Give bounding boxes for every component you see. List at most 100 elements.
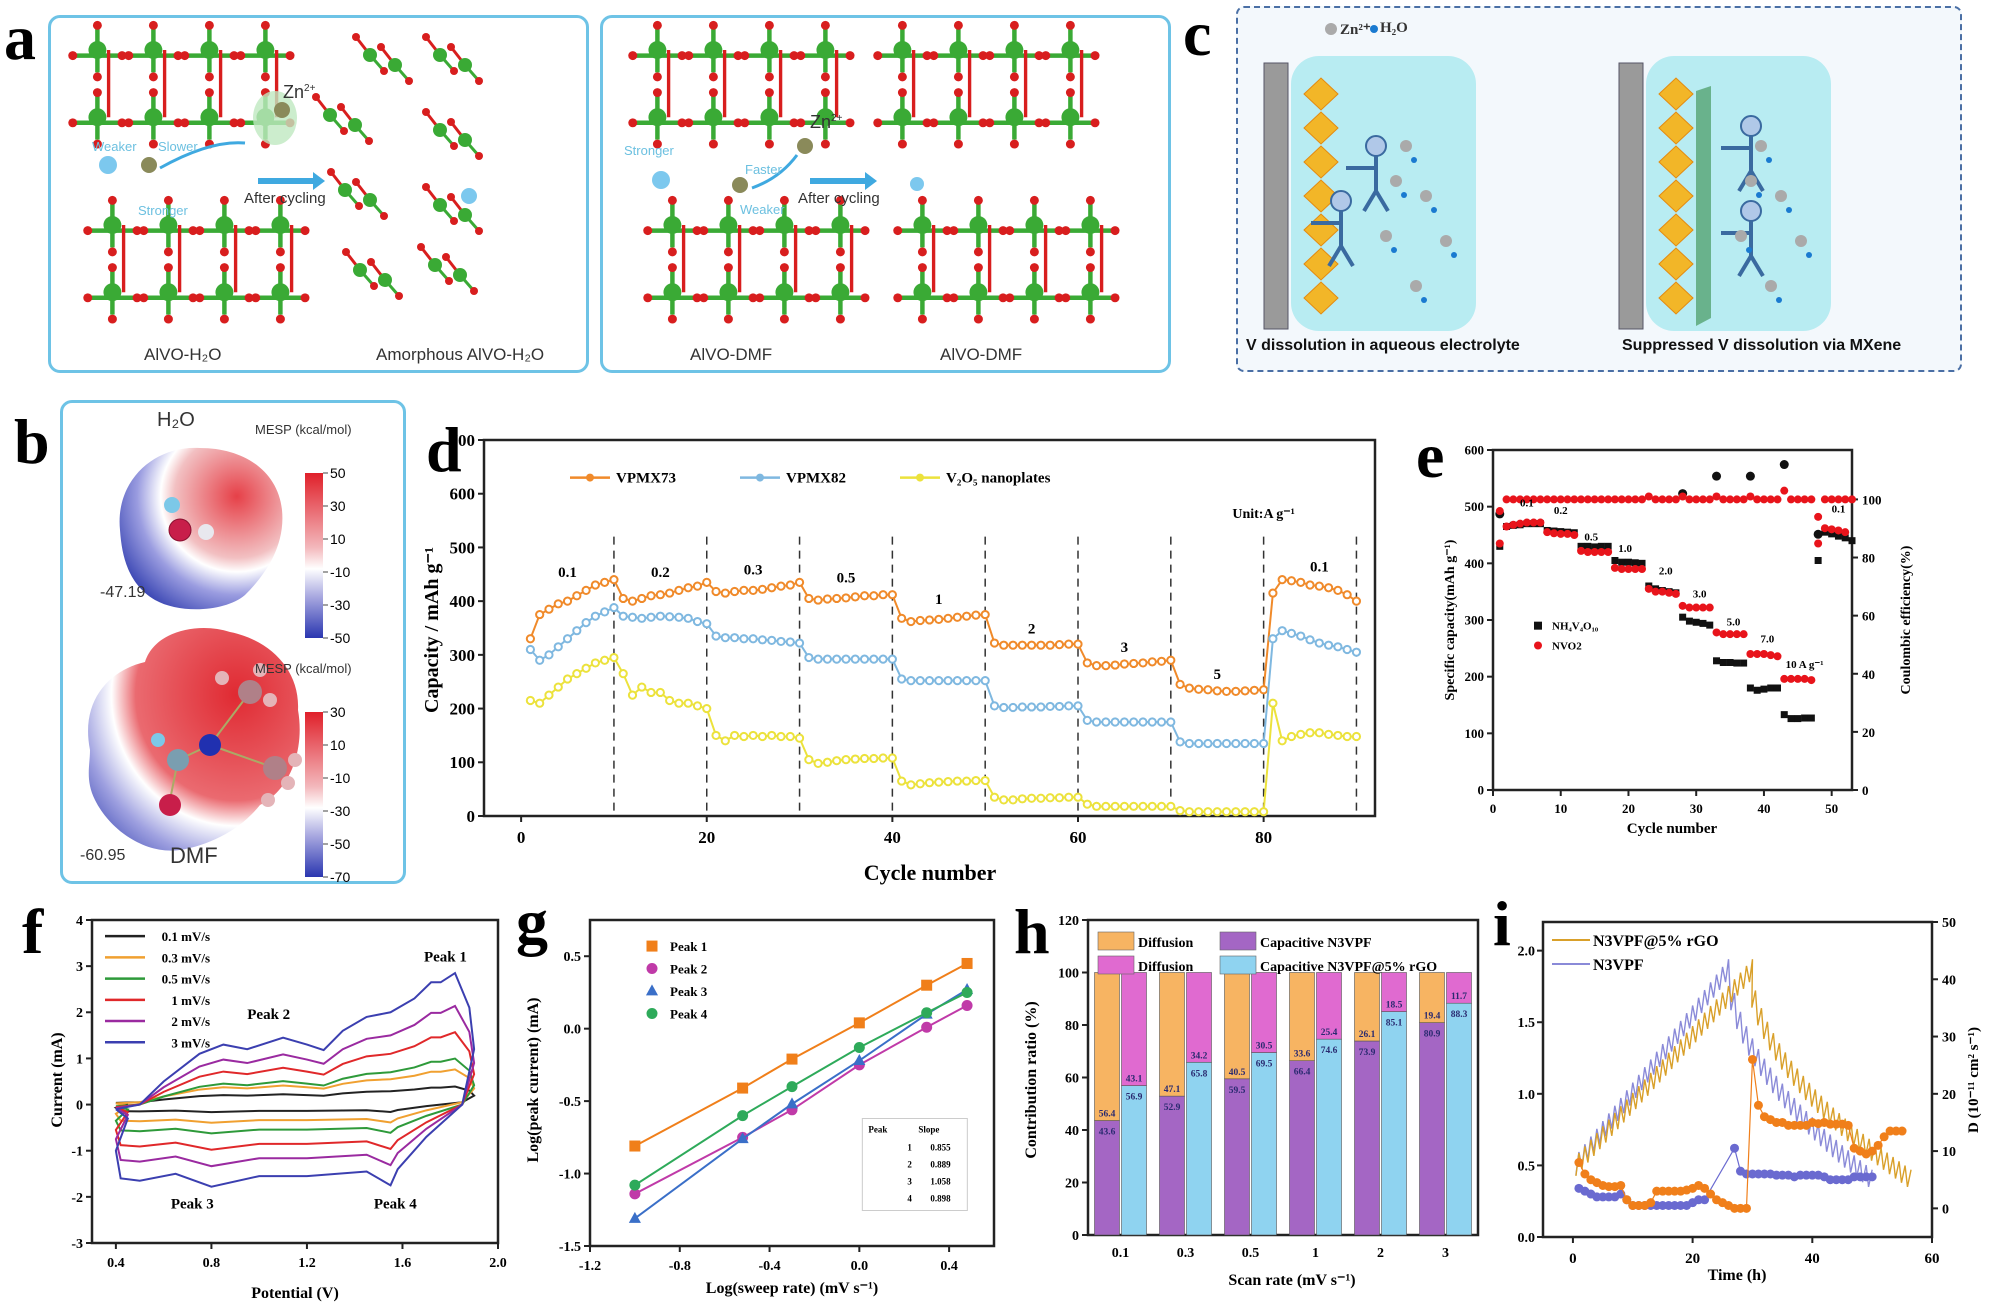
v-atom	[663, 283, 682, 302]
slope-table-value: 0.898	[930, 1193, 951, 1203]
dmf-title: DMF	[170, 843, 218, 868]
o-atom	[1085, 195, 1095, 205]
o-atom	[708, 139, 718, 149]
capacity-point	[1618, 558, 1626, 566]
o-atom	[917, 195, 927, 205]
vanadium-octahedron	[1658, 247, 1694, 281]
o-atom	[92, 72, 102, 82]
v-atom	[1081, 216, 1100, 234]
capacity-point	[1536, 518, 1545, 527]
data-point	[999, 795, 1009, 805]
data-point	[1221, 807, 1232, 817]
o-atom	[723, 195, 733, 205]
o-atom	[949, 226, 959, 236]
efficiency-point	[1813, 529, 1823, 539]
cv-curve	[114, 1057, 476, 1135]
data-point	[1342, 731, 1352, 742]
efficiency-point	[1583, 495, 1592, 504]
dmf-methyl-h	[281, 776, 295, 790]
y-tick-label: -1	[71, 1145, 83, 1160]
efficiency-point	[1759, 495, 1768, 504]
o-atom	[173, 118, 183, 128]
v-atom	[200, 108, 219, 127]
data-point	[1184, 683, 1194, 693]
electrolyte	[1291, 56, 1476, 331]
efficiency-point	[1644, 492, 1653, 501]
data-point	[629, 1179, 641, 1191]
slope-table-peak: 1	[907, 1142, 912, 1152]
cv-curve	[114, 1031, 476, 1151]
colorbar-tick-label: 10	[330, 531, 346, 547]
o-atom	[779, 195, 789, 205]
efficiency-point	[1556, 495, 1565, 504]
o-atom	[92, 88, 102, 98]
efficiency-point	[1841, 495, 1850, 504]
data-point	[1156, 801, 1167, 811]
o-atom	[1110, 293, 1120, 303]
slope-table-header: Slope	[918, 1124, 939, 1134]
o-atom	[1065, 72, 1075, 82]
o-atom	[740, 51, 750, 61]
water-molecule	[1806, 252, 1812, 258]
water-molecule	[1421, 297, 1427, 303]
x-tick-label: 2	[1377, 1246, 1384, 1261]
stick-figure-head	[1330, 190, 1352, 212]
o-atom	[163, 247, 173, 257]
data-point	[1249, 738, 1259, 749]
o-atom	[860, 293, 870, 303]
o-atom	[1009, 72, 1019, 82]
data-point	[853, 1042, 865, 1054]
v-atom	[893, 108, 912, 127]
y-tick-label: -0.5	[559, 1095, 581, 1110]
o-atom	[723, 263, 733, 273]
panel-a-left-frame	[48, 15, 589, 373]
colorbar-tick-label: 30	[330, 498, 346, 514]
panel-b-mesp-maps: 50 30 10 -10 -30 -50 30 10 -10 -30 -50 -70	[88, 447, 350, 884]
data-point	[767, 583, 777, 593]
v-atom	[1025, 216, 1044, 234]
o-atom	[835, 195, 845, 205]
capacity-point	[1685, 603, 1694, 612]
o-atom	[352, 178, 360, 186]
o-atom	[107, 314, 117, 324]
data-point	[1017, 640, 1027, 650]
panel-a-dmf-after-cycling-label: After cycling	[798, 190, 880, 207]
data-point	[1008, 795, 1018, 805]
vanadate-layer	[83, 195, 310, 324]
y-tick-label: 300	[450, 646, 476, 665]
data-point	[618, 669, 628, 679]
v-atom	[775, 283, 794, 302]
data-point	[609, 652, 619, 663]
y-tick-label: 0.0	[564, 1023, 582, 1038]
capacitive-value-label: 43.6	[1099, 1128, 1116, 1138]
mxene-layer	[1696, 86, 1711, 326]
efficiency-point	[1800, 495, 1809, 504]
o-atom	[973, 314, 983, 324]
y2-axis-label: D (10⁻¹¹ cm² s⁻¹)	[1966, 1027, 1982, 1133]
y-tick-label: 400	[1465, 556, 1485, 571]
y2-tick-label: 80	[1862, 551, 1875, 566]
o-atom	[124, 118, 134, 128]
efficiency-point	[1685, 495, 1694, 504]
stick-figure-leg	[1327, 244, 1343, 268]
capacity-point	[1712, 628, 1721, 637]
diffusion-value-label: 33.6	[1294, 1050, 1311, 1060]
legend-swatch	[1219, 955, 1257, 975]
data-point	[1054, 793, 1065, 803]
diffusivity-point	[1730, 1143, 1740, 1153]
o-atom	[953, 72, 963, 82]
h2o-atom-o	[168, 518, 192, 542]
v-atom	[428, 258, 442, 272]
vanadate-layer	[893, 195, 1120, 324]
capacity-point	[1814, 539, 1823, 548]
capacitive-value-label: 65.8	[1191, 1069, 1208, 1079]
o-atom	[342, 248, 350, 256]
o-atom	[684, 51, 694, 61]
data-point	[692, 701, 703, 711]
data-point	[1268, 588, 1278, 598]
legend-label: 0.1 mV/s	[162, 929, 210, 944]
diffusivity-point	[1616, 1180, 1626, 1190]
peak-annotation: Peak 4	[374, 1196, 417, 1212]
data-point	[1184, 738, 1194, 749]
chart-h-contribution: 0 20 40 60 80 100 120 Contribution ratio (%) Sca…	[1023, 914, 1480, 1289]
